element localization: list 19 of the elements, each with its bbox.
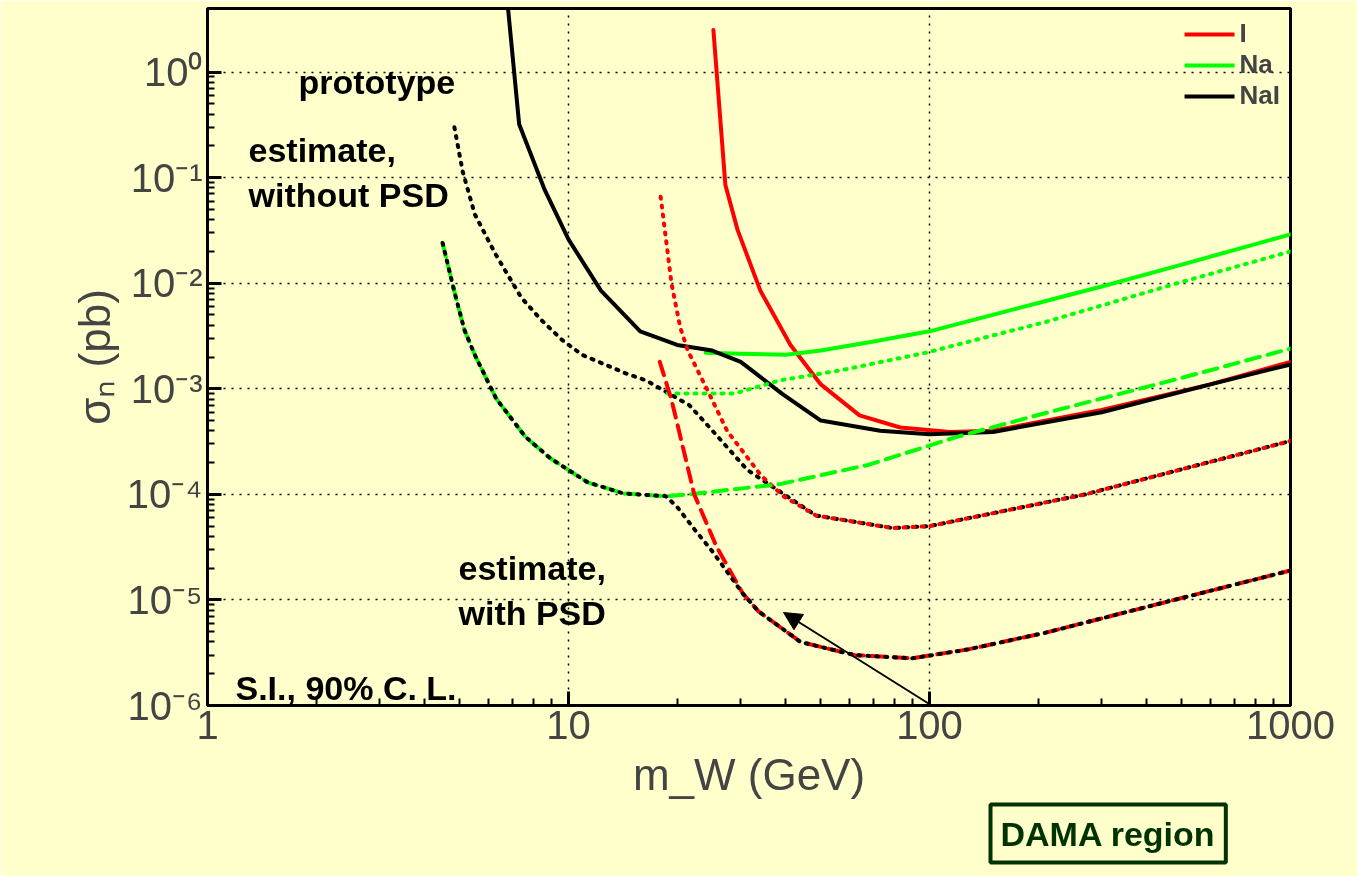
y-tick-label: 10⁻⁴ bbox=[126, 472, 203, 517]
legend-label: Na bbox=[1239, 49, 1273, 80]
x-axis-title: m_W (GeV) bbox=[632, 749, 866, 799]
y-tick-label: 10⁰ bbox=[144, 50, 203, 95]
legend-label: NaI bbox=[1239, 80, 1280, 111]
y-tick-label: 10⁻³ bbox=[130, 366, 203, 411]
x-tick-label: 100 bbox=[896, 702, 963, 747]
x-tick-label: 10 bbox=[546, 702, 591, 747]
y-tick-label: 10⁻⁵ bbox=[127, 577, 203, 622]
annotation: estimate, with PSD bbox=[457, 548, 606, 633]
text: DAMA region bbox=[1000, 814, 1215, 853]
annotation: estimate, without PSD bbox=[247, 130, 449, 215]
y-tick-label: 10⁻¹ bbox=[130, 155, 203, 200]
annotation: S.I., 90% C. L. bbox=[235, 668, 457, 707]
y-axis-title: σₙ (pb) bbox=[69, 289, 119, 425]
y-tick-label: 10⁻² bbox=[130, 261, 203, 306]
x-tick-label: 1000 bbox=[1246, 702, 1335, 747]
annotation: prototype bbox=[298, 62, 456, 101]
legend-label: I bbox=[1239, 18, 1248, 49]
